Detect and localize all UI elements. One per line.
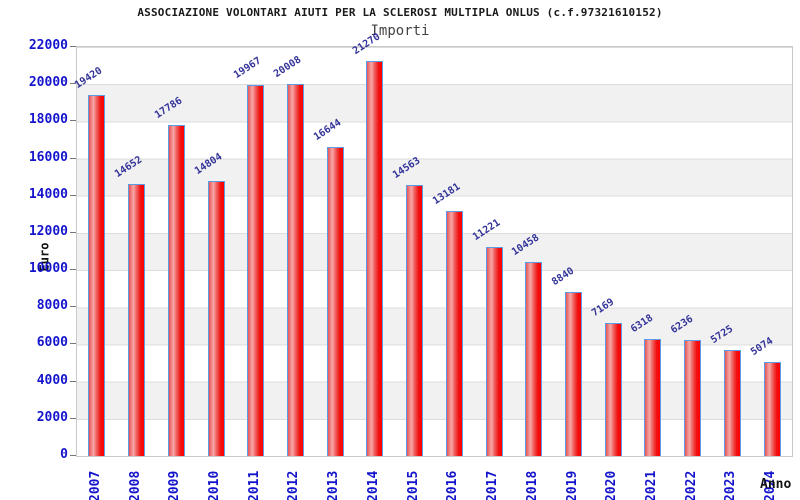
- x-tick-label: 2022: [683, 470, 699, 500]
- bar-value-label: 8840: [550, 265, 577, 288]
- y-tick-label: 16000: [28, 149, 68, 165]
- y-tick: [70, 343, 76, 345]
- bar-value-label: 6318: [629, 312, 656, 335]
- y-tick-label: 12000: [28, 223, 68, 239]
- x-tick-label: 2021: [643, 470, 659, 500]
- bar-value-label: 20008: [271, 54, 304, 81]
- y-tick: [70, 380, 76, 382]
- bar: [247, 84, 265, 456]
- y-tick-label: 18000: [28, 112, 68, 128]
- x-tick-label: 2015: [405, 470, 421, 500]
- bar-value-label: 13181: [430, 181, 463, 207]
- y-tick: [70, 83, 76, 85]
- y-tick: [70, 231, 76, 233]
- bar-value-label: 14563: [391, 155, 423, 182]
- y-tick: [70, 46, 76, 47]
- y-tick: [70, 269, 76, 271]
- y-tick: [70, 194, 76, 196]
- y-tick-label: 0: [60, 447, 68, 462]
- bar-value-label: 17786: [152, 95, 185, 122]
- bar: [128, 183, 146, 456]
- bar: [326, 146, 344, 456]
- bar: [644, 338, 662, 456]
- y-tick: [70, 455, 76, 456]
- x-tick-label: 2019: [564, 470, 580, 500]
- x-tick-label: 2013: [326, 470, 342, 500]
- y-tick: [70, 120, 76, 122]
- bar: [445, 210, 463, 456]
- bar-value-label: 11221: [470, 217, 502, 244]
- y-tick-label: 20000: [28, 75, 68, 91]
- bar: [684, 340, 702, 456]
- chart-title: ASSOCIAZIONE VOLONTARI AIUTI PER LA SCLE…: [137, 6, 663, 19]
- y-tick: [70, 417, 76, 419]
- bar-value-label: 5725: [708, 323, 736, 346]
- y-tick-label: 22000: [28, 38, 68, 53]
- bar-value-label: 6236: [669, 313, 696, 337]
- bar-value-label: 7169: [589, 296, 616, 319]
- x-tick-label: 2007: [87, 470, 103, 500]
- bar: [88, 94, 106, 456]
- y-tick-label: 4000: [36, 372, 68, 388]
- bar: [763, 361, 781, 456]
- x-tick-label: 2017: [485, 470, 501, 500]
- x-tick-label: 2012: [286, 470, 302, 500]
- y-tick-label: 10000: [28, 261, 68, 277]
- y-tick: [70, 157, 76, 159]
- y-tick-label: 2000: [36, 409, 68, 425]
- x-tick-label: 2023: [723, 470, 739, 500]
- bar: [286, 84, 304, 456]
- chart-subtitle: Importi: [370, 23, 430, 39]
- bar-value-label: 16644: [311, 116, 343, 143]
- x-axis-title: Anno: [760, 477, 792, 492]
- bar: [604, 322, 622, 456]
- bar-value-label: 5074: [748, 335, 775, 358]
- x-tick-label: 2009: [167, 470, 183, 500]
- x-tick-label: 2010: [207, 470, 223, 500]
- bar-value-label: 10458: [510, 231, 542, 258]
- bar-value-label: 19420: [73, 65, 105, 91]
- y-tick-label: 8000: [36, 298, 68, 314]
- x-tick-label: 2016: [445, 470, 461, 500]
- bar: [406, 185, 424, 456]
- x-tick-label: 2011: [246, 470, 262, 500]
- y-tick: [70, 306, 76, 308]
- plot-area: 19420 14652 17786 14804 19967 20008 16644 21270…: [73, 31, 793, 457]
- x-tick-label: 2018: [524, 470, 540, 500]
- bar-value-label: 19967: [232, 55, 264, 81]
- x-tick-label: 2014: [365, 470, 381, 500]
- bar: [167, 125, 185, 456]
- bar: [366, 60, 384, 456]
- bar: [723, 349, 741, 456]
- y-tick-label: 14000: [28, 186, 68, 202]
- bar: [207, 180, 225, 456]
- y-tick-label: 6000: [36, 335, 68, 351]
- bar-value-label: 14652: [113, 153, 145, 180]
- bar: [565, 291, 583, 456]
- x-tick-label: 2020: [604, 470, 620, 500]
- x-tick-label: 2008: [127, 470, 143, 500]
- bar: [485, 247, 503, 456]
- bar-value-label: 14804: [192, 151, 224, 177]
- bar: [525, 261, 543, 456]
